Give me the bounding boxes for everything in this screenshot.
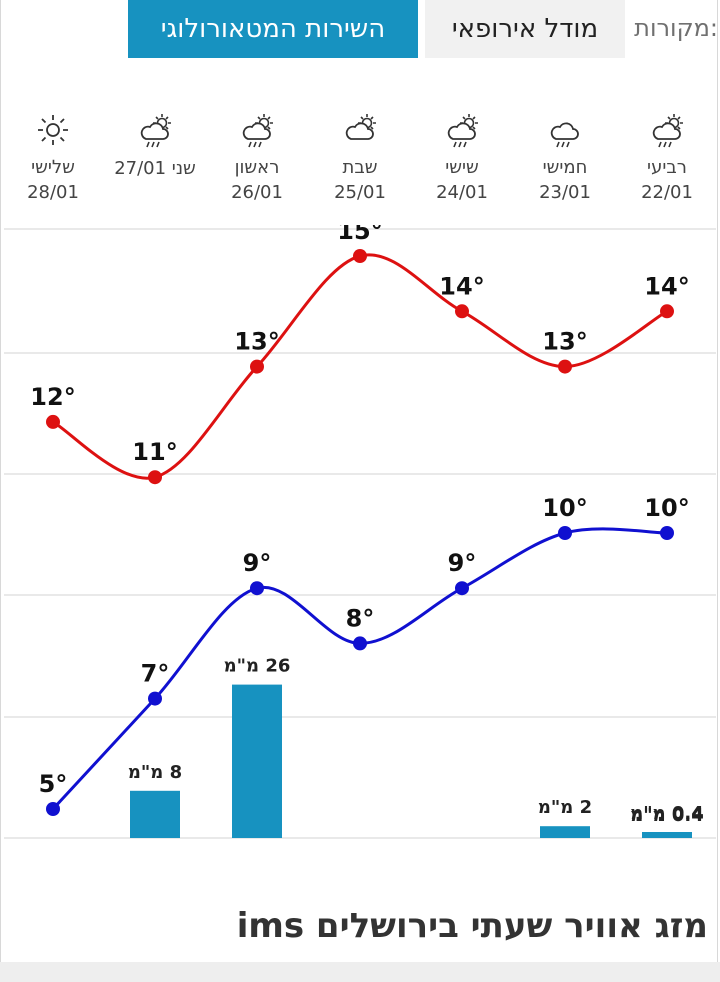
precip-bar [540,826,590,838]
rain-sun-icon [100,112,210,156]
day-name: חמישי [542,157,588,178]
source-tab-ims[interactable]: השירות המטאורולוגי [128,0,418,58]
day-name: רביעי [647,157,687,178]
forecast-day[interactable]: שישי 24/01 [407,112,517,206]
temp-point [148,691,162,706]
precip-label: 0.4 מ"מ [630,805,704,826]
day-name: שלישי [31,157,75,178]
day-name: שישי [445,157,479,178]
rain-sun-icon [202,112,312,156]
temp-label: 13° [542,328,587,356]
forecast-day[interactable]: רביעי 22/01 [612,112,720,206]
temp-point [353,249,367,263]
day-name: ראשון [234,157,280,178]
source-tab-european-model[interactable]: מודל אירופאי [425,0,625,58]
precip-bar [642,832,692,838]
temperature-chart: 0.4 מ"מ2 מ"מ26 מ"מ8 מ"מ0.4 מ"מ14°13°14°1… [4,225,716,839]
day-date: 23/01 [539,182,591,203]
day-date: 25/01 [334,182,386,203]
temp-label: 14° [644,272,689,300]
precip-label: 26 מ"מ [224,656,291,677]
temp-label: 13° [234,328,279,356]
temp-point [455,581,469,596]
day-date: 22/01 [641,182,693,203]
temp-label: 9° [448,549,477,577]
section-title: מזג אוויר שעתי בירושלים ims [236,906,708,946]
temp-point [46,802,60,816]
rain-sun-icon [407,112,517,156]
temp-point [660,304,674,319]
bottom-strip [0,962,720,982]
temp-label: 11° [132,438,177,466]
temp-label: 15° [337,225,382,245]
temp-label: 14° [439,272,484,300]
day-date: שני 27/01 [114,158,196,179]
temp-label: 9° [243,549,272,577]
forecast-day[interactable]: שבת 25/01 [305,112,415,206]
precip-label: 2 מ"מ [538,797,592,818]
sun-icon [0,112,108,156]
temp-point [353,636,367,651]
cloud-sun-icon [305,112,415,156]
temp-point [455,304,469,319]
forecast-day[interactable]: שלישי 28/01 [0,112,108,206]
precip-bar [130,790,180,838]
temp-point [148,470,162,485]
day-date: 24/01 [436,182,488,203]
rain-sun-icon [612,112,720,156]
forecast-day[interactable]: שנישני 27/01 [100,112,210,182]
sources-label: מקורות: [634,14,718,42]
forecast-day[interactable]: חמישי 23/01 [510,112,620,206]
sources-bar: השירות המטאורולוגי מודל אירופאי מקורות: [0,0,720,58]
temp-label: 7° [141,660,170,688]
temp-point [250,581,264,596]
day-date: 26/01 [231,182,283,203]
precip-bar [232,684,282,838]
temp-point [558,526,572,540]
temp-label: 10° [644,494,689,522]
precip-label: 0.4 מ"מ [630,803,704,824]
temp-label: 12° [30,383,75,411]
temp-point [558,359,572,374]
temp-point [46,414,60,429]
temp-label: 5° [39,770,68,798]
temp-label: 8° [346,604,375,632]
day-date: 28/01 [27,182,79,203]
temp-point [250,359,264,374]
rain-icon [510,112,620,156]
day-name: שבת [342,157,378,178]
forecast-day[interactable]: ראשון 26/01 [202,112,312,206]
temp-label: 10° [542,494,587,522]
precip-label: 8 מ"מ [128,762,182,783]
temp-point [660,526,674,540]
